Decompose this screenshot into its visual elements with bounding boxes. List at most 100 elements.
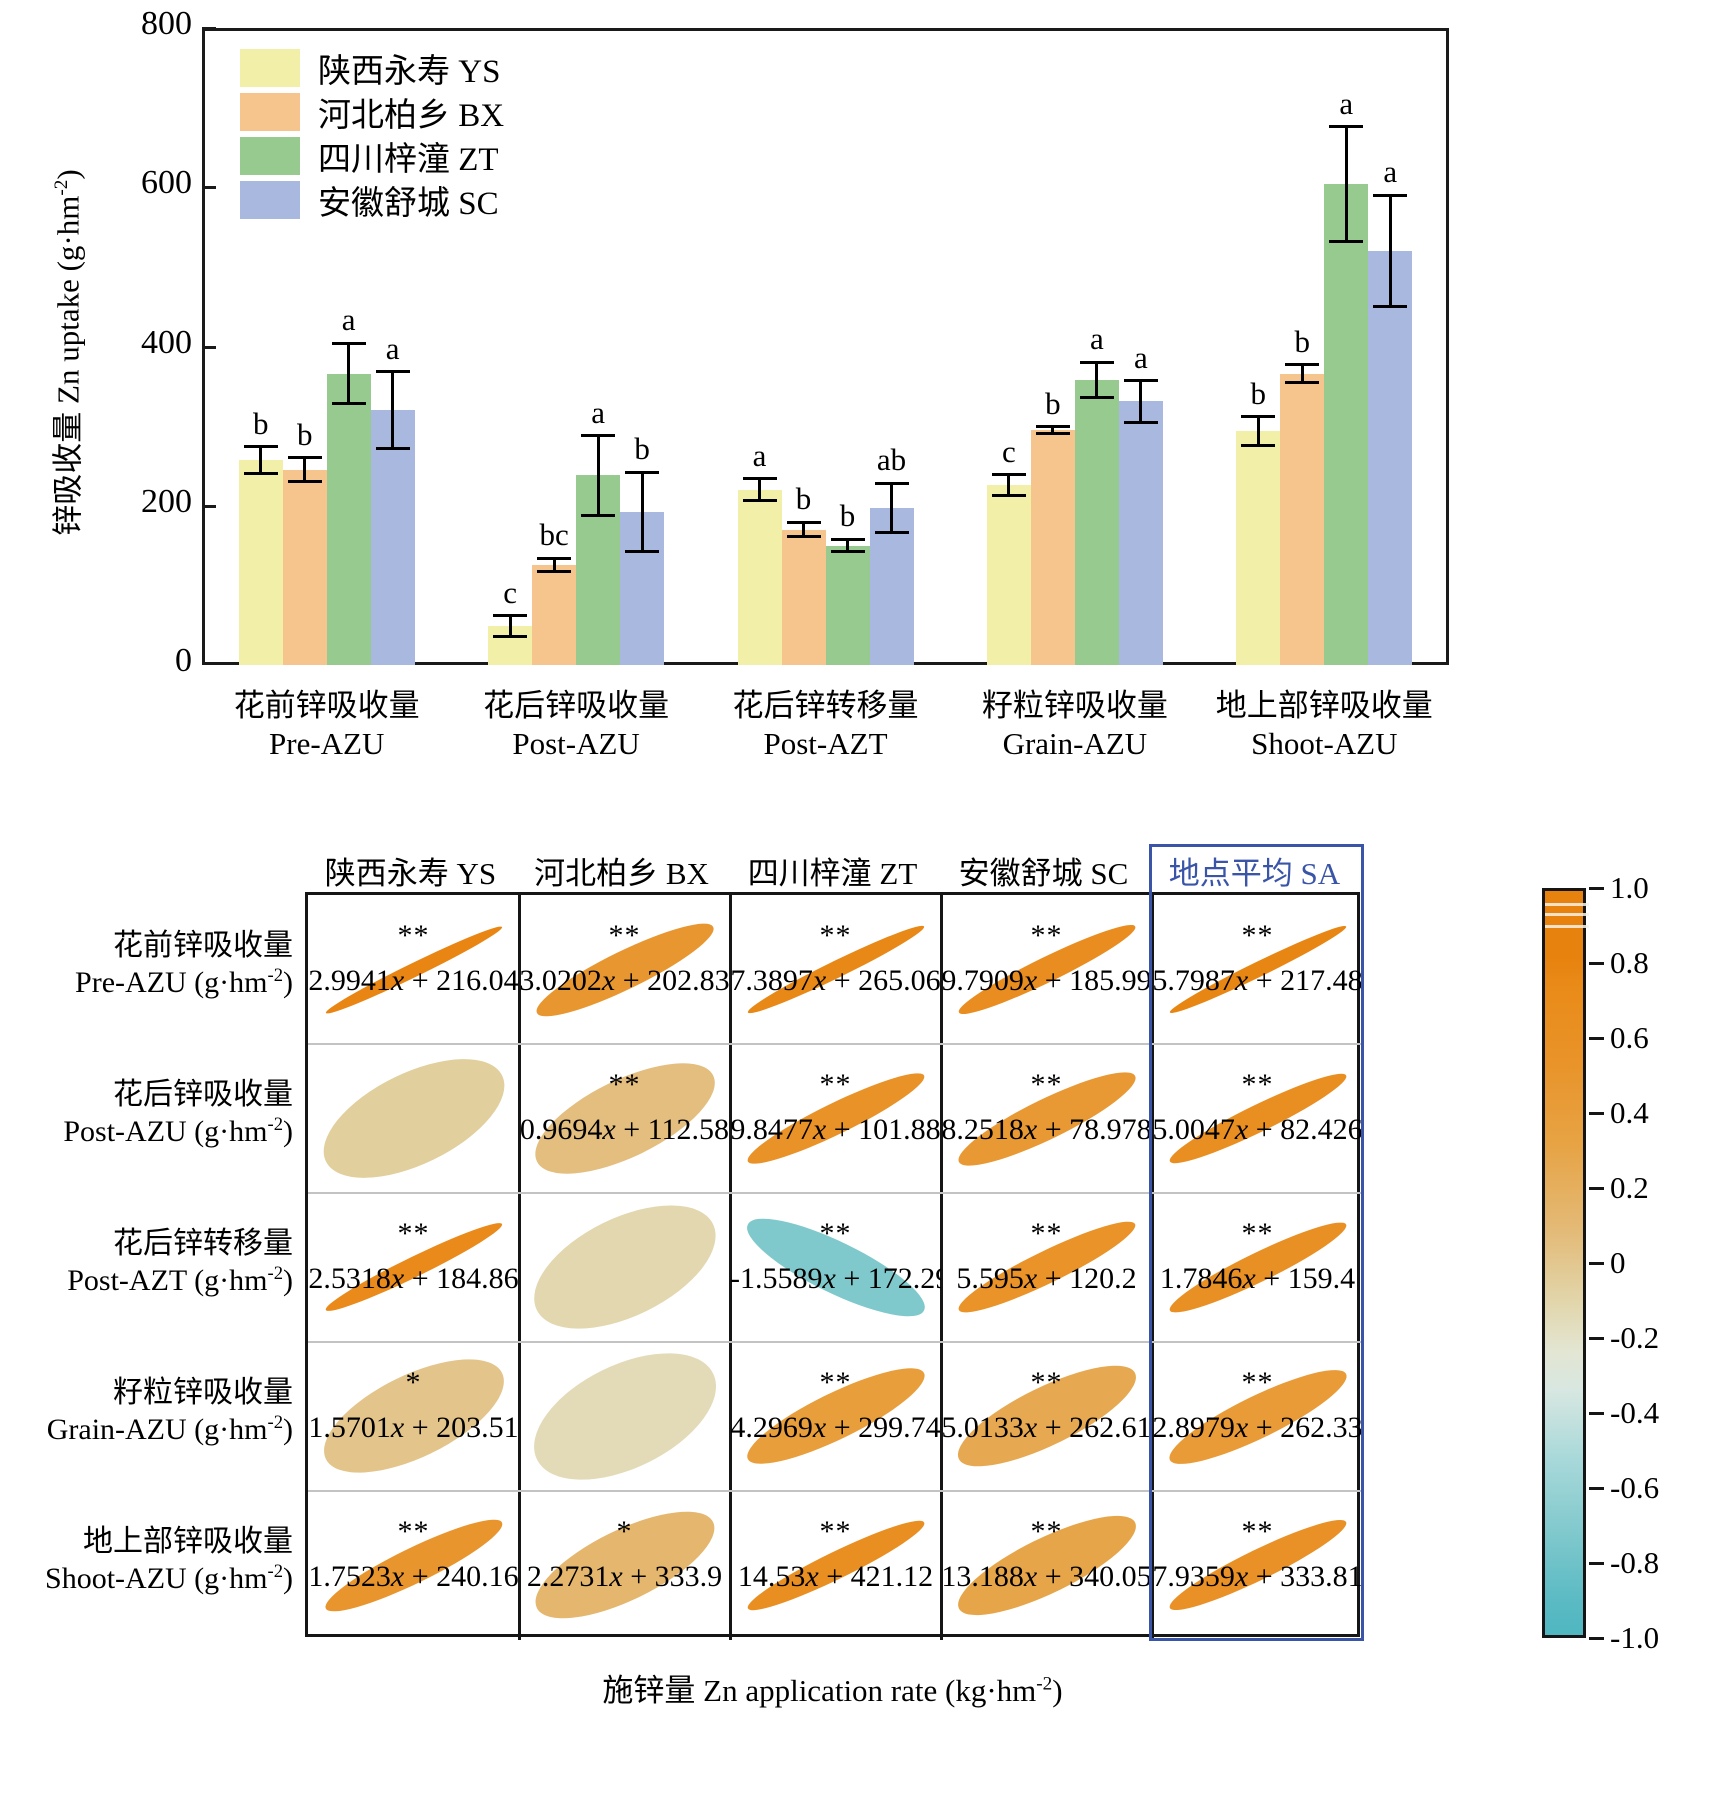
error-bar-cap-top bbox=[331, 341, 366, 345]
error-bar-cap-bottom bbox=[1123, 420, 1158, 424]
matrix-cell[interactable]: ** 1.7846x + 159.4 bbox=[1152, 1193, 1363, 1342]
error-bar-cap-bottom bbox=[1079, 395, 1114, 399]
matrix-cell[interactable]: ** 1.7523x + 240.16 bbox=[308, 1491, 519, 1640]
matrix-column-header: 安徽舒城 SC bbox=[958, 856, 1129, 891]
matrix-cell[interactable] bbox=[519, 1193, 730, 1342]
x-axis-group-label: 籽粒锌吸收量 Grain-AZU bbox=[925, 687, 1225, 763]
bar bbox=[1368, 250, 1413, 665]
matrix-cell[interactable]: * 1.5701x + 203.51 bbox=[308, 1342, 519, 1491]
legend-swatch-zt bbox=[240, 137, 300, 175]
error-bar-cap-top bbox=[1035, 425, 1070, 429]
bar bbox=[1280, 373, 1325, 665]
matrix-cell[interactable]: ** 13.188x + 340.05 bbox=[941, 1491, 1152, 1640]
regression-equation: 2.9941x + 216.04 bbox=[308, 964, 519, 997]
regression-equation: -1.5589x + 172.29 bbox=[730, 1262, 941, 1295]
matrix-cell[interactable] bbox=[308, 1044, 519, 1193]
colorbar-tick-label: -1.0 bbox=[1610, 1620, 1660, 1655]
significance-stars: ** bbox=[819, 919, 852, 952]
legend-item-bx[interactable]: 河北柏乡 BX bbox=[240, 90, 504, 134]
regression-equation: 5.0047x + 82.426 bbox=[1152, 1113, 1363, 1146]
matrix-cell[interactable]: ** 5.7987x + 217.48 bbox=[1152, 895, 1363, 1044]
matrix-cell[interactable]: ** 5.0133x + 262.61 bbox=[941, 1342, 1152, 1491]
error-bar-cap-bottom bbox=[625, 550, 660, 554]
matrix-row-label: 花后锌吸收量 Post-AZU (g·hm-2) bbox=[0, 1076, 293, 1151]
matrix-column-header: 四川梓潼 ZT bbox=[747, 856, 918, 891]
matrix-cell[interactable] bbox=[519, 1342, 730, 1491]
significance-letter: b bbox=[1294, 323, 1311, 359]
y-axis-title-text: 锌吸收量 Zn uptake (g·hm bbox=[50, 195, 86, 536]
x-axis-group-label-cn: 花后锌转移量 bbox=[732, 688, 919, 723]
colorbar-tick-mark bbox=[1589, 1111, 1604, 1115]
significance-stars: ** bbox=[1241, 919, 1274, 952]
matrix-cell[interactable]: ** 9.7909x + 185.99 bbox=[941, 895, 1152, 1044]
colorbar-tick-label: 1.0 bbox=[1610, 870, 1649, 905]
error-bar-cap-bottom bbox=[243, 472, 278, 476]
bar bbox=[282, 469, 327, 665]
legend-item-zt[interactable]: 四川梓潼 ZT bbox=[240, 134, 504, 178]
colorbar-tick-label: 0.6 bbox=[1610, 1020, 1649, 1055]
y-axis-title-tail: ) bbox=[50, 169, 86, 180]
y-axis-tick-mark bbox=[202, 504, 216, 508]
significance-letter: b bbox=[1045, 385, 1061, 421]
y-axis-tick-mark bbox=[202, 186, 216, 190]
matrix-cell[interactable]: ** 2.5318x + 184.86 bbox=[308, 1193, 519, 1342]
colorbar-gradient bbox=[1542, 888, 1589, 1638]
error-bar-cap-top bbox=[786, 520, 821, 524]
error-bar-line bbox=[508, 615, 512, 637]
significance-stars: ** bbox=[397, 919, 430, 952]
colorbar-tick-label: 0.8 bbox=[1610, 945, 1649, 980]
colorbar-tick-label: -0.6 bbox=[1610, 1470, 1660, 1505]
matrix-cell[interactable]: ** 7.3897x + 265.06 bbox=[730, 895, 941, 1044]
regression-equation: 1.7846x + 159.4 bbox=[1159, 1262, 1356, 1295]
matrix-cell[interactable]: * 2.2731x + 333.9 bbox=[519, 1491, 730, 1640]
legend-item-sc[interactable]: 安徽舒城 SC bbox=[240, 178, 504, 222]
matrix-cell[interactable]: ** 5.0047x + 82.426 bbox=[1152, 1044, 1363, 1193]
error-bar-cap-top bbox=[625, 470, 660, 474]
legend-item-ys[interactable]: 陕西永寿 YS bbox=[240, 46, 504, 90]
colorbar-tick-mark bbox=[1589, 1186, 1604, 1190]
matrix-cell[interactable]: ** 3.0202x + 202.83 bbox=[519, 895, 730, 1044]
matrix-cell[interactable]: ** 4.2969x + 299.74 bbox=[730, 1342, 941, 1491]
matrix-row-divider bbox=[308, 1341, 1363, 1343]
colorbar-tick-label: 0 bbox=[1610, 1245, 1626, 1280]
x-axis-group-label: 地上部锌吸收量 Shoot-AZU bbox=[1174, 687, 1474, 763]
matrix-cell[interactable]: ** 2.8979x + 262.33 bbox=[1152, 1342, 1363, 1491]
error-bar-line bbox=[259, 446, 263, 474]
error-bar-cap-bottom bbox=[874, 531, 909, 535]
matrix-cell[interactable]: ** 8.2518x + 78.978 bbox=[941, 1044, 1152, 1193]
matrix-cell[interactable]: ** 0.9694x + 112.58 bbox=[519, 1044, 730, 1193]
error-bar-line bbox=[802, 522, 805, 537]
matrix-row-label: 花后锌转移量 Post-AZT (g·hm-2) bbox=[0, 1225, 293, 1300]
matrix-cell[interactable]: ** 9.8477x + 101.88 bbox=[730, 1044, 941, 1193]
correlation-ellipse bbox=[519, 1342, 730, 1491]
matrix-row-label: 花前锌吸收量 Pre-AZU (g·hm-2) bbox=[0, 927, 293, 1002]
error-bar-line bbox=[1095, 362, 1099, 398]
regression-equation: 13.188x + 340.05 bbox=[941, 1560, 1152, 1593]
matrix-cell[interactable]: ** 14.53x + 421.12 bbox=[730, 1491, 941, 1640]
bar-chart-legend: 陕西永寿 YS 河北柏乡 BX 四川梓潼 ZT 安徽舒城 SC bbox=[240, 46, 504, 222]
error-bar-line bbox=[1051, 426, 1055, 434]
colorbar-tick-label: -0.8 bbox=[1610, 1545, 1660, 1580]
colorbar-tick-mark bbox=[1589, 1561, 1604, 1565]
significance-letter: b bbox=[252, 405, 269, 441]
matrix-x-axis-title-text: 施锌量 Zn application rate (kg·hm bbox=[602, 1673, 1037, 1708]
x-axis-group-label-cn: 地上部锌吸收量 bbox=[1215, 688, 1433, 723]
regression-equation: 5.0133x + 262.61 bbox=[941, 1411, 1152, 1444]
matrix-cell[interactable]: ** 7.9359x + 333.81 bbox=[1152, 1491, 1363, 1640]
error-bar-cap-bottom bbox=[287, 480, 322, 484]
matrix-row: ** 2.9941x + 216.04 ** 3.0202x + 202.83 ** 7.… bbox=[308, 895, 1363, 1044]
matrix-cell[interactable]: ** 2.9941x + 216.04 bbox=[308, 895, 519, 1044]
matrix-cell[interactable]: ** -1.5589x + 172.29 bbox=[730, 1193, 941, 1342]
x-axis-group-label: 花后锌转移量 Post-AZT bbox=[676, 687, 976, 763]
matrix-row-divider bbox=[308, 1192, 1363, 1194]
matrix-column-divider bbox=[517, 895, 521, 1640]
regression-equation: 2.5318x + 184.86 bbox=[308, 1262, 519, 1295]
error-bar-cap-top bbox=[830, 537, 865, 541]
matrix-row-label-cn: 花后锌转移量 bbox=[113, 1226, 293, 1260]
regression-equation: 0.9694x + 112.58 bbox=[519, 1113, 730, 1146]
significance-letter: a bbox=[1339, 85, 1354, 121]
error-bar-line bbox=[1256, 416, 1260, 446]
matrix-cell[interactable]: ** 5.595x + 120.2 bbox=[941, 1193, 1152, 1342]
significance-stars: ** bbox=[819, 1068, 852, 1101]
regression-equation: 1.7523x + 240.16 bbox=[308, 1560, 519, 1593]
